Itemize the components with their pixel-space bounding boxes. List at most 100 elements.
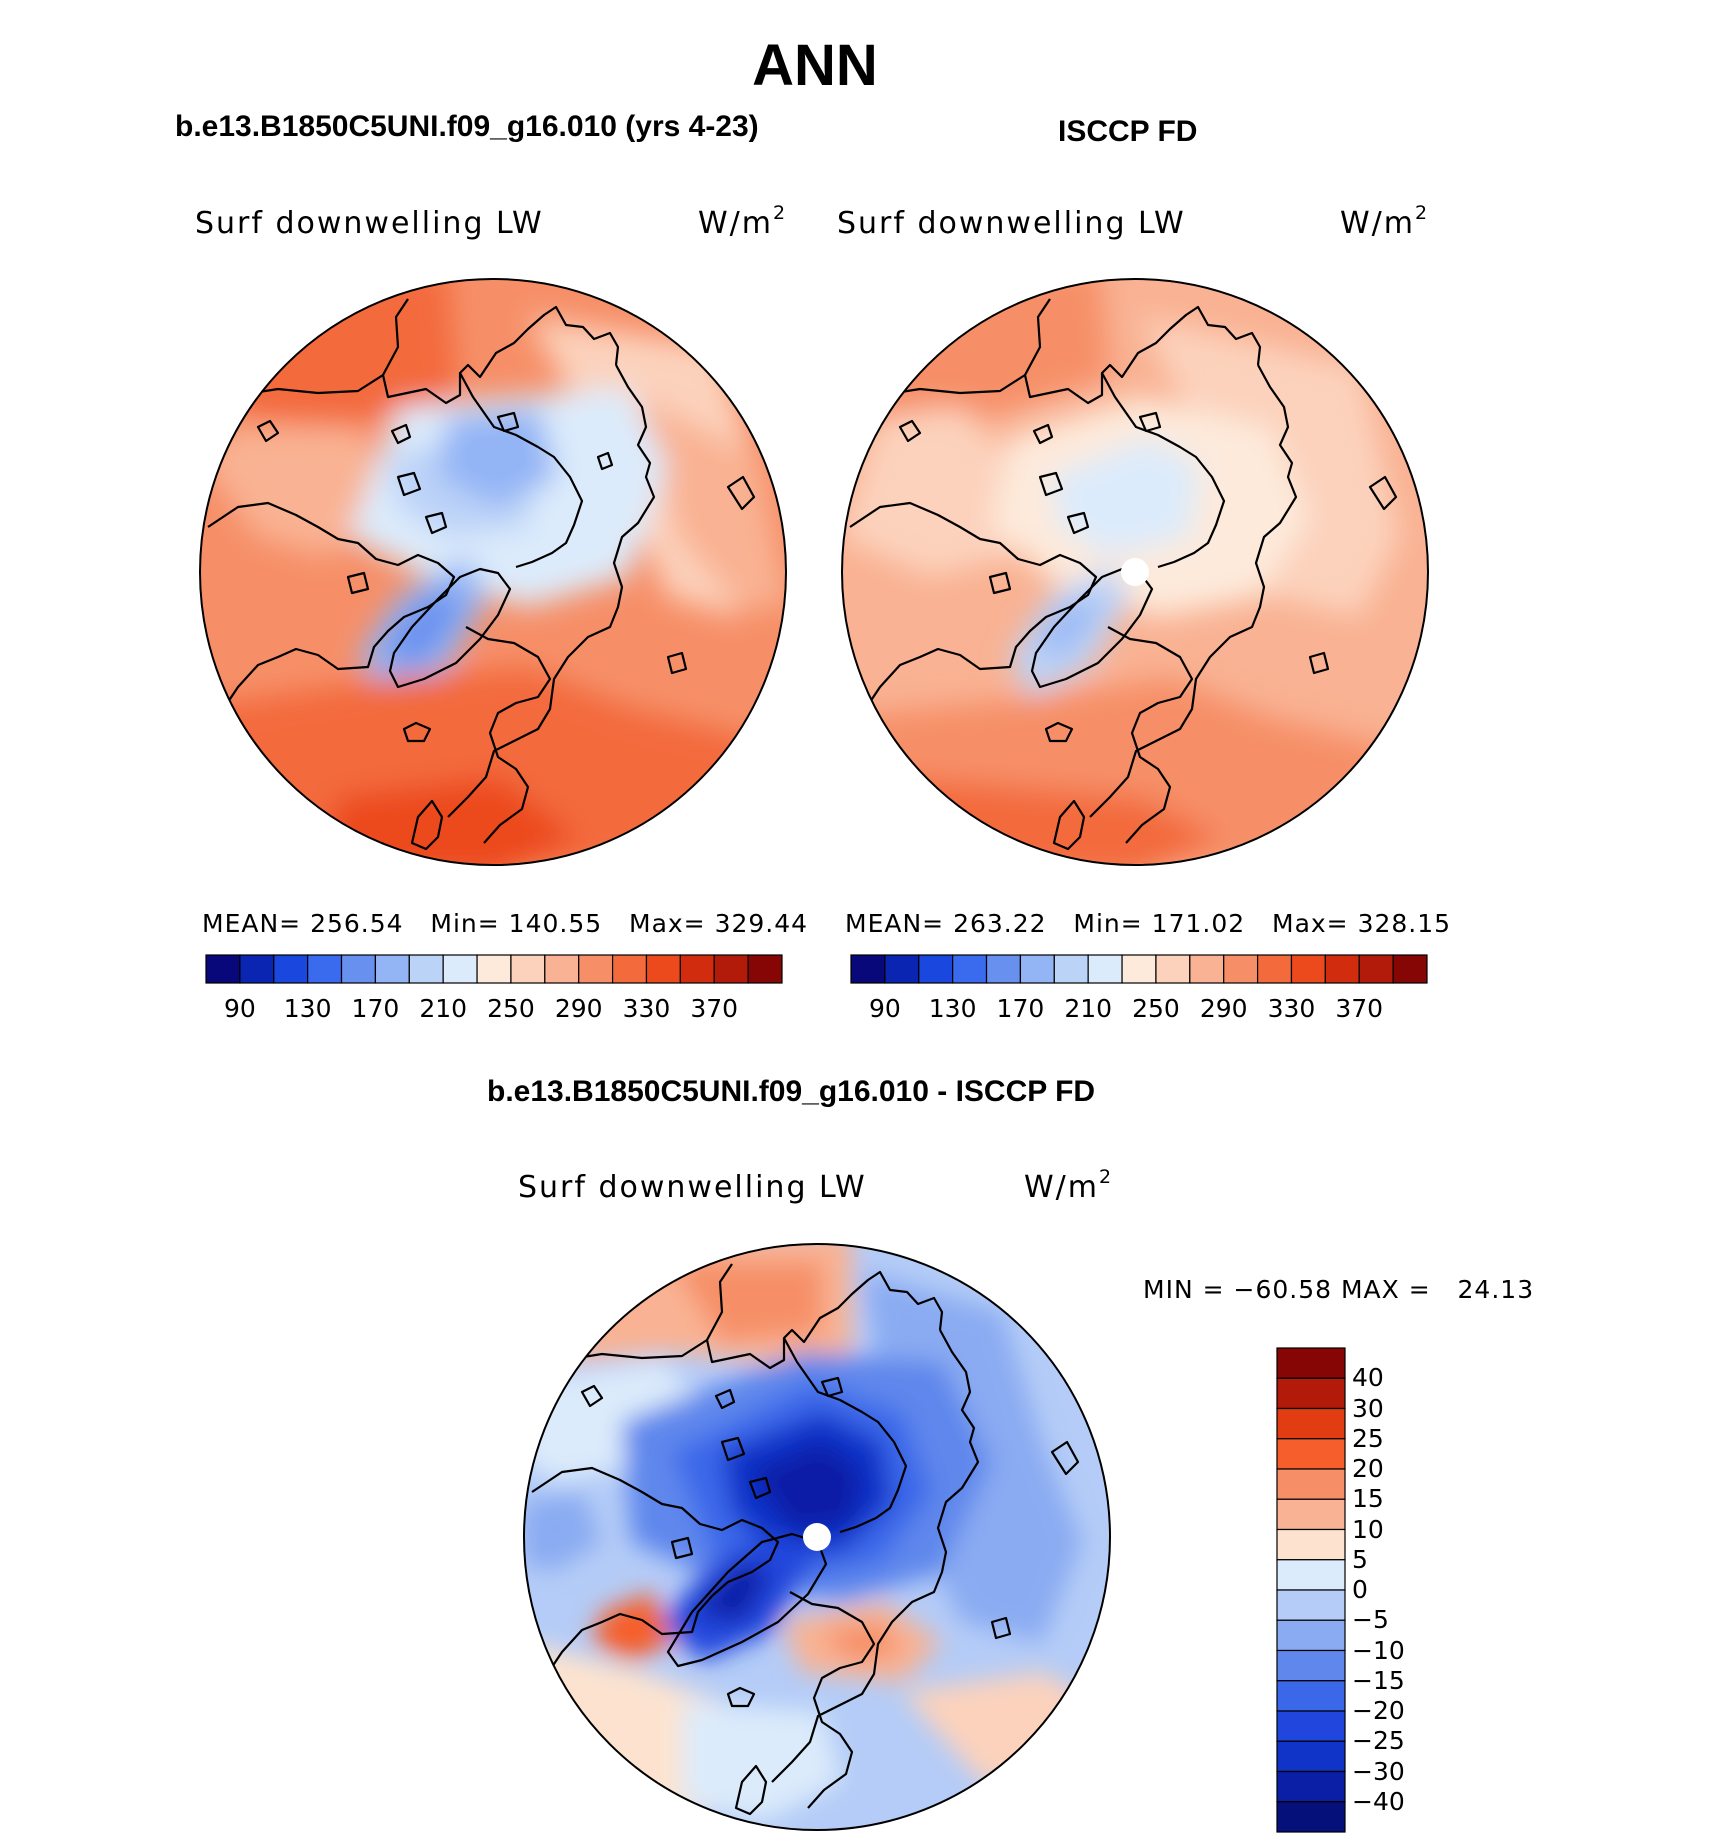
- colorbar-tick-label: 370: [690, 994, 739, 1023]
- diff-colorbar: [1276, 1347, 1346, 1833]
- main-title: ANN: [752, 33, 878, 98]
- obs-units-label: W/m2: [1340, 202, 1430, 241]
- colorbar-tick-label: 250: [1132, 994, 1180, 1023]
- obs-case-title: ISCCP FD: [1058, 115, 1198, 148]
- diff-colorbar-label: 5: [1352, 1544, 1368, 1574]
- colorbar-swatch: [1019, 954, 1055, 984]
- model-colorbar-ticks: 90 130 170 210 250 290 330 370: [206, 994, 782, 1024]
- model-polar-map: [199, 278, 787, 866]
- colorbar-swatch: [1358, 954, 1394, 984]
- obs-polar-map: [841, 278, 1429, 866]
- diff-colorbar-label: −15: [1352, 1665, 1405, 1695]
- diff-colorbar-label: −10: [1352, 1635, 1405, 1665]
- diff-polar-map: [523, 1243, 1111, 1831]
- colorbar-swatch: [1155, 954, 1191, 984]
- colorbar-swatch: [1121, 954, 1157, 984]
- colorbar-swatch: [1290, 954, 1326, 984]
- colorbar-swatch: [713, 954, 749, 984]
- colorbar-swatch: [1324, 954, 1360, 984]
- model-stats: MEAN= 256.54 Min= 140.55 Max= 329.44: [202, 909, 809, 938]
- colorbar-swatch: [1392, 954, 1428, 984]
- model-units-label: W/m2: [698, 202, 788, 241]
- colorbar-swatch: [1256, 954, 1293, 984]
- obs-colorbar-ticks: 90 130 170 210 250 290 330 370: [851, 994, 1427, 1024]
- colorbar-tick-label: 330: [1267, 994, 1316, 1023]
- obs-stats: MEAN= 263.22 Min= 171.02 Max= 328.15: [845, 909, 1452, 938]
- diff-colorbar-swatch: [1276, 1770, 1346, 1803]
- colorbar-swatch: [442, 954, 478, 984]
- diff-colorbar-label: 15: [1352, 1484, 1384, 1514]
- colorbar-swatch: [850, 954, 886, 984]
- diff-colorbar-label: 25: [1352, 1423, 1384, 1453]
- diff-colorbar-swatch: [1276, 1589, 1346, 1621]
- colorbar-swatch: [1189, 954, 1225, 984]
- colorbar-tick-label: 330: [622, 994, 671, 1023]
- diff-colorbar-swatch: [1276, 1377, 1346, 1410]
- colorbar-swatch: [205, 954, 241, 984]
- diff-colorbar-swatch: [1276, 1680, 1346, 1712]
- colorbar-swatch: [578, 954, 614, 984]
- diff-colorbar-label: 20: [1352, 1454, 1384, 1483]
- diff-colorbar-swatch: [1276, 1801, 1346, 1833]
- diff-stats: MIN = −60.58 MAX = 24.13: [1143, 1275, 1535, 1304]
- model-case-title: b.e13.B1850C5UNI.f09_g16.010 (yrs 4-23): [175, 110, 759, 143]
- diff-colorbar-swatch: [1276, 1498, 1346, 1531]
- diff-colorbar-swatch: [1276, 1649, 1346, 1682]
- diff-colorbar-swatch: [1276, 1740, 1346, 1773]
- colorbar-tick-label: 210: [419, 994, 468, 1023]
- missing-data-pole: [1121, 558, 1149, 586]
- diff-colorbar-label: 30: [1352, 1393, 1384, 1423]
- diff-colorbar-swatch: [1276, 1468, 1346, 1500]
- colorbar-tick-label: 210: [1064, 994, 1113, 1023]
- diff-colorbar-labels: 40 30 25 20 15 10 5 0 −5 −10 −15 −20 −25 −30 −40: [1352, 1348, 1432, 1832]
- colorbar-swatch: [544, 954, 580, 984]
- colorbar-swatch: [747, 954, 783, 984]
- colorbar-swatch: [611, 954, 648, 984]
- diff-colorbar-swatch: [1276, 1710, 1346, 1742]
- diff-colorbar-label: −40: [1352, 1786, 1405, 1816]
- colorbar-swatch: [952, 954, 988, 984]
- colorbar-swatch: [408, 954, 444, 984]
- colorbar-tick-label: 250: [487, 994, 535, 1023]
- colorbar-swatch: [239, 954, 275, 984]
- colorbar-tick-label: 130: [283, 994, 332, 1023]
- diff-colorbar-label: 10: [1352, 1514, 1384, 1544]
- colorbar-swatch: [273, 954, 309, 984]
- diff-missing-data-pole: [803, 1523, 831, 1551]
- diff-colorbar-label: 0: [1352, 1575, 1368, 1604]
- colorbar-swatch: [374, 954, 410, 984]
- obs-colorbar: [850, 954, 1428, 984]
- colorbar-tick-label: 170: [996, 994, 1045, 1023]
- colorbar-tick-label: 370: [1335, 994, 1384, 1023]
- diff-variable-label: Surf downwelling LW: [518, 1170, 867, 1205]
- diff-colorbar-label: 40: [1352, 1363, 1384, 1393]
- diff-colorbar-label: −30: [1352, 1756, 1405, 1786]
- colorbar-tick-label: 130: [928, 994, 977, 1023]
- colorbar-swatch: [645, 954, 681, 984]
- colorbar-swatch: [476, 954, 512, 984]
- diff-colorbar-label: −20: [1352, 1696, 1405, 1725]
- colorbar-tick-label: 290: [1199, 994, 1248, 1023]
- colorbar-tick-label: 290: [554, 994, 603, 1023]
- obs-variable-label: Surf downwelling LW: [837, 206, 1186, 241]
- diff-units-label: W/m2: [1024, 1166, 1114, 1205]
- diff-colorbar-swatch: [1276, 1438, 1346, 1470]
- diff-colorbar-swatch: [1276, 1559, 1346, 1591]
- colorbar-swatch: [985, 954, 1022, 984]
- colorbar-swatch: [1223, 954, 1259, 984]
- diff-colorbar-swatch: [1276, 1619, 1346, 1652]
- diff-colorbar-label: −25: [1352, 1726, 1405, 1756]
- colorbar-swatch: [510, 954, 546, 984]
- colorbar-swatch: [918, 954, 954, 984]
- colorbar-tick-label: 90: [868, 994, 901, 1023]
- model-colorbar: [205, 954, 783, 984]
- diff-case-title: b.e13.B1850C5UNI.f09_g16.010 - ISCCP FD: [487, 1075, 1096, 1108]
- colorbar-swatch: [884, 954, 920, 984]
- colorbar-swatch: [1053, 954, 1089, 984]
- colorbar-swatch: [307, 954, 343, 984]
- colorbar-swatch: [1087, 954, 1123, 984]
- diff-colorbar-swatch: [1276, 1407, 1346, 1440]
- model-variable-label: Surf downwelling LW: [195, 206, 544, 241]
- diff-colorbar-label: −5: [1352, 1605, 1389, 1635]
- colorbar-swatch: [679, 954, 715, 984]
